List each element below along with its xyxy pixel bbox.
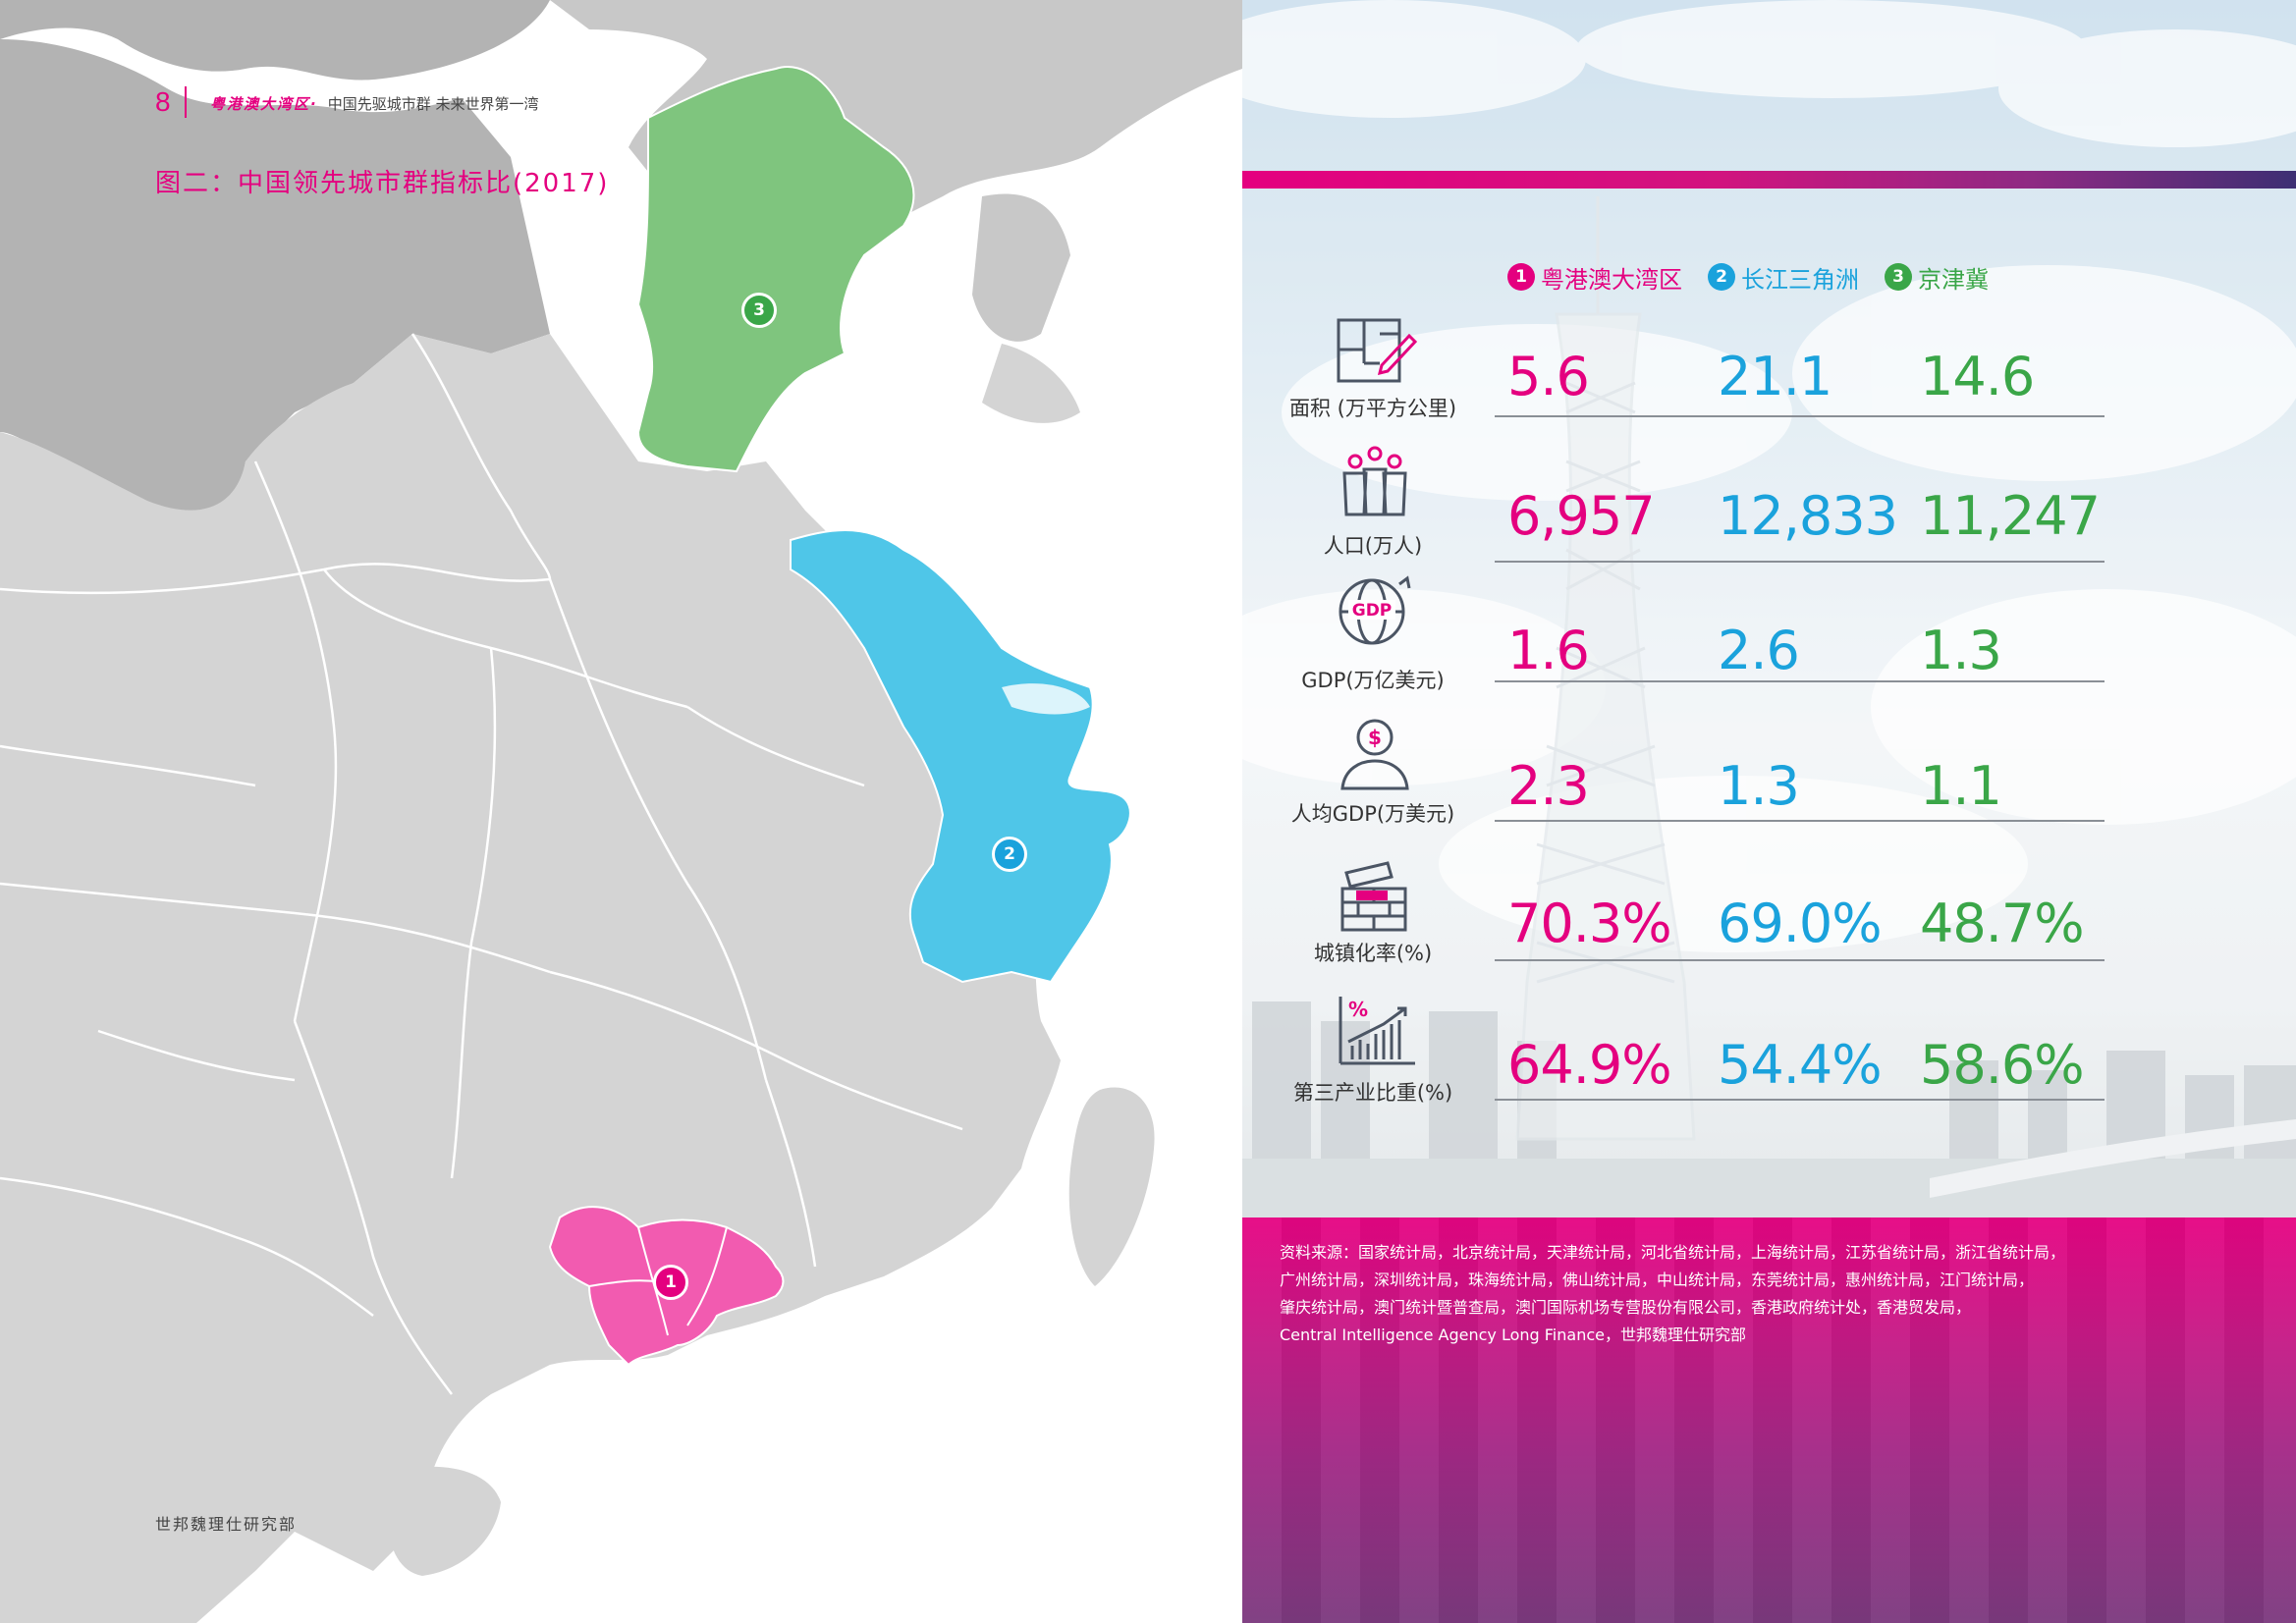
hainan (389, 1466, 501, 1576)
urban-brick-icon (1340, 861, 1407, 932)
figure-title: 图二：中国领先城市群指标比(2017) (155, 169, 610, 198)
legend: 1 粤港澳大湾区 2 长江三角洲 3 京津冀 (1507, 257, 1989, 297)
footer-credit: 世邦魏理仕研究部 (155, 1515, 298, 1534)
yangtze-estuary (1002, 683, 1090, 715)
legend-item-jingjinji: 3 京津冀 (1885, 260, 1989, 295)
metric-label: GDP(万亿美元) (1301, 669, 1445, 692)
metric-value-jingjinji: 11,247 (1920, 485, 2101, 547)
metric-value-bay-area: 70.3% (1507, 893, 1672, 954)
metric-value-jingjinji: 14.6 (1920, 346, 2035, 407)
metric-label: 城镇化率(%) (1313, 942, 1433, 965)
per-capita-dollar-icon: $ (1340, 719, 1409, 790)
legend-number: 2 (1708, 263, 1735, 291)
row-divider (1495, 415, 2105, 417)
metric-value-bay-area: 5.6 (1507, 346, 1590, 407)
source-band-texture (1242, 1217, 2296, 1623)
running-head-subtitle: 中国先驱城市群 未来世界第一湾 (327, 95, 539, 113)
page-number-divider (185, 86, 187, 118)
tertiary-chart-icon: % (1339, 997, 1415, 1065)
north-land (0, 0, 550, 81)
sky-clouds-background (1242, 0, 2296, 1217)
page-number: 8 (155, 86, 171, 117)
gdp-globe-icon: GDP (1339, 575, 1411, 645)
map-marker-yangtze-delta: 2 (992, 837, 1027, 872)
legend-item-yangtze-delta: 2 长江三角洲 (1708, 260, 1859, 295)
running-head: 粤港澳大湾区· 中国先驱城市群 未来世界第一湾 (210, 93, 538, 114)
source-line: Central Intelligence Agency Long Finance… (1280, 1325, 1746, 1344)
row-divider (1495, 1099, 2105, 1101)
gdp-icon-text: GDP (1352, 601, 1393, 621)
row-divider (1495, 959, 2105, 961)
metric-value-bay-area: 6,957 (1507, 485, 1656, 547)
legend-item-bay-area: 1 粤港澳大湾区 (1507, 260, 1682, 295)
row-divider (1495, 561, 2105, 563)
metric-value-bay-area: 2.3 (1507, 755, 1590, 817)
metric-value-jingjinji: 1.1 (1920, 755, 2002, 817)
source-notes: 资料来源：国家统计局，北京统计局，天津统计局，河北省统计局，上海统计局，江苏省统… (1280, 1239, 2222, 1349)
yangtze-delta-region (790, 529, 1131, 984)
inner-mongolia-land (0, 39, 550, 520)
liaodong-peninsula (972, 193, 1070, 342)
legend-number: 3 (1885, 263, 1912, 291)
canton-tower-illustration (1515, 196, 1696, 1141)
legend-label: 长江三角洲 (1741, 265, 1859, 294)
legend-label: 粤港澳大湾区 (1541, 265, 1682, 294)
province-borders (0, 333, 963, 1395)
metric-label: 人口(万人) (1323, 534, 1423, 558)
dollar-icon-text: $ (1368, 726, 1382, 749)
source-band (1242, 1217, 2296, 1623)
left-page-map: 1 2 3 8 粤港澳大湾区· 中国先驱城市群 未来世界第一湾 图二：中国领先城市… (0, 0, 1242, 1623)
legend-number: 1 (1507, 263, 1535, 291)
metric-value-yangtze-delta: 54.4% (1718, 1034, 1883, 1096)
map-marker-bay-area: 1 (653, 1265, 688, 1300)
floorplan-pencil-icon (1337, 318, 1418, 383)
metric-value-yangtze-delta: 21.1 (1718, 346, 1832, 407)
metric-row-urbanization: 城镇化率(%) 70.3% 69.0% 48.7% (1242, 849, 2296, 987)
metric-label: 第三产业比重(%) (1292, 1081, 1453, 1105)
metric-label: 面积 (万平方公里) (1288, 397, 1457, 420)
metric-value-yangtze-delta: 69.0% (1718, 893, 1883, 954)
main-land (0, 334, 1061, 1623)
metric-label: 人均GDP(万美元) (1290, 802, 1455, 826)
china-east-map (0, 0, 1242, 1623)
metric-value-yangtze-delta: 2.6 (1718, 620, 1800, 681)
metric-value-yangtze-delta: 1.3 (1718, 755, 1800, 817)
metric-value-bay-area: 1.6 (1507, 620, 1590, 681)
source-line: 广州统计局，深圳统计局，珠海统计局，佛山统计局，中山统计局，东莞统计局，惠州统计… (1280, 1271, 2035, 1289)
metric-value-bay-area: 64.9% (1507, 1034, 1672, 1096)
metric-row-population: 人口(万人) 6,957 12,833 11,247 (1242, 442, 2296, 579)
metric-row-gdp: GDP GDP(万亿美元) 1.6 2.6 1.3 (1242, 574, 2296, 712)
source-line: 肇庆统计局，澳门统计暨普查局，澳门国际机场专营股份有限公司，香港政府统计处，香港… (1280, 1298, 1972, 1317)
sky-overlay (1242, 0, 2296, 1217)
map-marker-jingjinji: 3 (741, 293, 777, 328)
metric-row-per-capita-gdp: $ 人均GDP(万美元) 2.3 1.3 1.1 (1242, 712, 2296, 849)
row-divider (1495, 680, 2105, 682)
metric-value-jingjinji: 1.3 (1920, 620, 2002, 681)
metric-value-jingjinji: 48.7% (1920, 893, 2085, 954)
metric-row-tertiary-industry: % 第三产业比重(%) 64.9% 54.4% 58.6% (1242, 987, 2296, 1124)
accent-gradient-bar (1242, 171, 2296, 189)
metric-row-area: 面积 (万平方公里) 5.6 21.1 14.6 (1242, 304, 2296, 442)
jingjinji-region (636, 66, 915, 473)
taiwan (1068, 1087, 1155, 1286)
right-page-stats: 1 粤港澳大湾区 2 长江三角洲 3 京津冀 (1242, 0, 2296, 1623)
shandong-peninsula (982, 344, 1080, 423)
population-icon (1342, 446, 1407, 516)
running-head-brand: 粤港澳大湾区· (210, 95, 318, 113)
metric-value-jingjinji: 58.6% (1920, 1034, 2085, 1096)
legend-label: 京津冀 (1918, 265, 1989, 294)
source-line: 资料来源：国家统计局，北京统计局，天津统计局，河北省统计局，上海统计局，江苏省统… (1280, 1243, 2066, 1262)
row-divider (1495, 820, 2105, 822)
percent-icon-text: % (1348, 998, 1368, 1021)
metric-value-yangtze-delta: 12,833 (1718, 485, 1898, 547)
